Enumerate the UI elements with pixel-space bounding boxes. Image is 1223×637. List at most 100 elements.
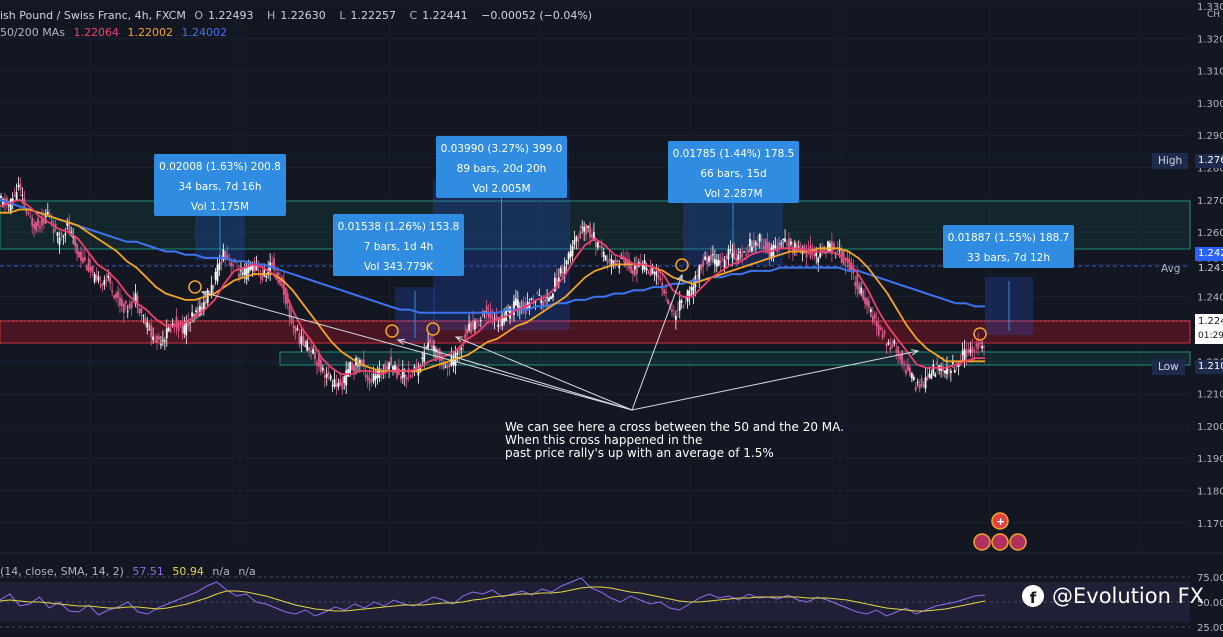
avg-price-box: 1.241 <box>1195 262 1223 276</box>
candle-body <box>910 373 913 379</box>
candle-body <box>460 347 463 350</box>
candle-body <box>667 299 669 305</box>
candle-body <box>347 369 350 377</box>
candle-body <box>680 300 683 303</box>
measure-box-2[interactable]: 0.01538 (1.26%) 153.8 7 bars, 1d 4h Vol … <box>333 214 464 276</box>
candle-body <box>926 376 929 381</box>
candle-body <box>871 316 874 323</box>
candle-body <box>793 242 796 250</box>
candle-body <box>616 260 619 263</box>
candle-body <box>544 299 547 302</box>
candle-body <box>749 238 751 247</box>
candle-body <box>630 265 632 274</box>
candle-body <box>208 291 211 294</box>
candle-body <box>495 315 498 321</box>
candle-body <box>813 253 816 257</box>
candle-body <box>522 301 525 310</box>
candle-body <box>308 346 311 352</box>
candle-body <box>323 375 326 379</box>
candle-body <box>563 266 566 274</box>
ma-legend-label: 50/200 MAs <box>0 26 65 39</box>
candle-body <box>99 284 102 287</box>
candle-body <box>657 275 660 279</box>
candle-body <box>224 251 227 260</box>
candle-body <box>160 344 162 346</box>
candle-body <box>672 313 675 315</box>
ma200-line <box>0 198 985 314</box>
candle-body <box>516 299 519 308</box>
candle-body <box>7 205 10 207</box>
candle-body <box>103 280 106 285</box>
candle-body <box>692 286 695 296</box>
candle-body <box>370 380 373 382</box>
candle-body <box>764 238 767 251</box>
swiss-flag-icon <box>991 512 1009 530</box>
candle-body <box>897 346 900 356</box>
watermark-text: @Evolution FX <box>1052 584 1205 608</box>
candle-body <box>632 270 634 274</box>
candle-body <box>696 275 699 277</box>
low-price-box: 1.210 <box>1195 360 1223 374</box>
candle-body <box>832 243 835 251</box>
candle-body <box>770 247 773 258</box>
candle-body <box>567 253 570 260</box>
candle-body <box>413 366 416 369</box>
high-value: 1.22630 <box>280 9 326 22</box>
candle-body <box>33 223 36 229</box>
ma200-value: 1.24002 <box>181 26 227 39</box>
watermark: f @Evolution FX <box>1022 584 1204 608</box>
y-tick-label: 1.310 <box>1197 67 1223 78</box>
measure-box-5[interactable]: 0.01887 (1.55%) 188.7 33 bars, 7d 12h <box>943 225 1074 268</box>
candle-body <box>411 371 414 374</box>
symbol-name: ish Pound / Swiss Franc, 4h, FXCM <box>0 9 186 22</box>
candle-body <box>633 265 636 270</box>
candle-body <box>489 311 492 319</box>
candle-body <box>376 370 379 378</box>
candle-body <box>684 297 687 299</box>
rsi-tick-label: 75.00 <box>1197 573 1223 584</box>
candle-body <box>649 268 652 276</box>
chart-grid <box>0 5 1223 554</box>
candle-body <box>195 310 197 313</box>
candle-body <box>704 256 707 260</box>
candle-body <box>612 260 615 263</box>
candle-body <box>105 279 108 281</box>
candle-body <box>725 255 728 259</box>
candle-body <box>113 295 116 299</box>
uk-flag-icon <box>1009 533 1027 551</box>
measure-box-3[interactable]: 0.03990 (3.27%) 399.0 89 bars, 20d 20h V… <box>436 136 567 198</box>
candle-body <box>177 322 180 331</box>
low-value: 1.22257 <box>350 9 396 22</box>
candle-body <box>934 374 937 377</box>
candle-body <box>875 320 878 327</box>
candle-body <box>446 365 449 368</box>
y-tick-label: 1.240 <box>1197 293 1223 304</box>
candle-body <box>50 220 53 225</box>
candle-body <box>85 265 88 271</box>
ohlc-legend: ish Pound / Swiss Franc, 4h, FXCM O 1.224… <box>0 9 593 22</box>
current-price: 1.224 <box>1198 316 1223 327</box>
candle-body <box>337 382 340 387</box>
candle-body <box>717 259 720 266</box>
y-tick-label: 1.270 <box>1197 196 1223 207</box>
measure-box-1[interactable]: 0.02008 (1.63%) 200.8 34 bars, 7d 16h Vo… <box>154 154 286 216</box>
candle-body <box>909 367 911 376</box>
candle-body <box>444 366 447 368</box>
candle-body <box>25 210 28 213</box>
candle-body <box>791 247 794 254</box>
candle-body <box>487 312 490 317</box>
pointer-arrow-1 <box>201 291 633 411</box>
rsi-na-1: n/a <box>212 565 230 578</box>
rsi-tick-label: 25.00 <box>1197 623 1223 634</box>
candle-body <box>729 249 732 251</box>
analysis-note: We can see here a cross between the 50 a… <box>505 420 844 460</box>
candle-body <box>136 295 139 309</box>
candle-body <box>873 313 876 319</box>
candle-body <box>905 370 907 374</box>
candle-body <box>754 242 757 246</box>
candle-body <box>784 238 786 242</box>
candle-body <box>710 254 712 261</box>
candle-body <box>663 289 666 294</box>
measure-box-4[interactable]: 0.01785 (1.44%) 178.5 66 bars, 15d Vol 2… <box>668 141 799 203</box>
